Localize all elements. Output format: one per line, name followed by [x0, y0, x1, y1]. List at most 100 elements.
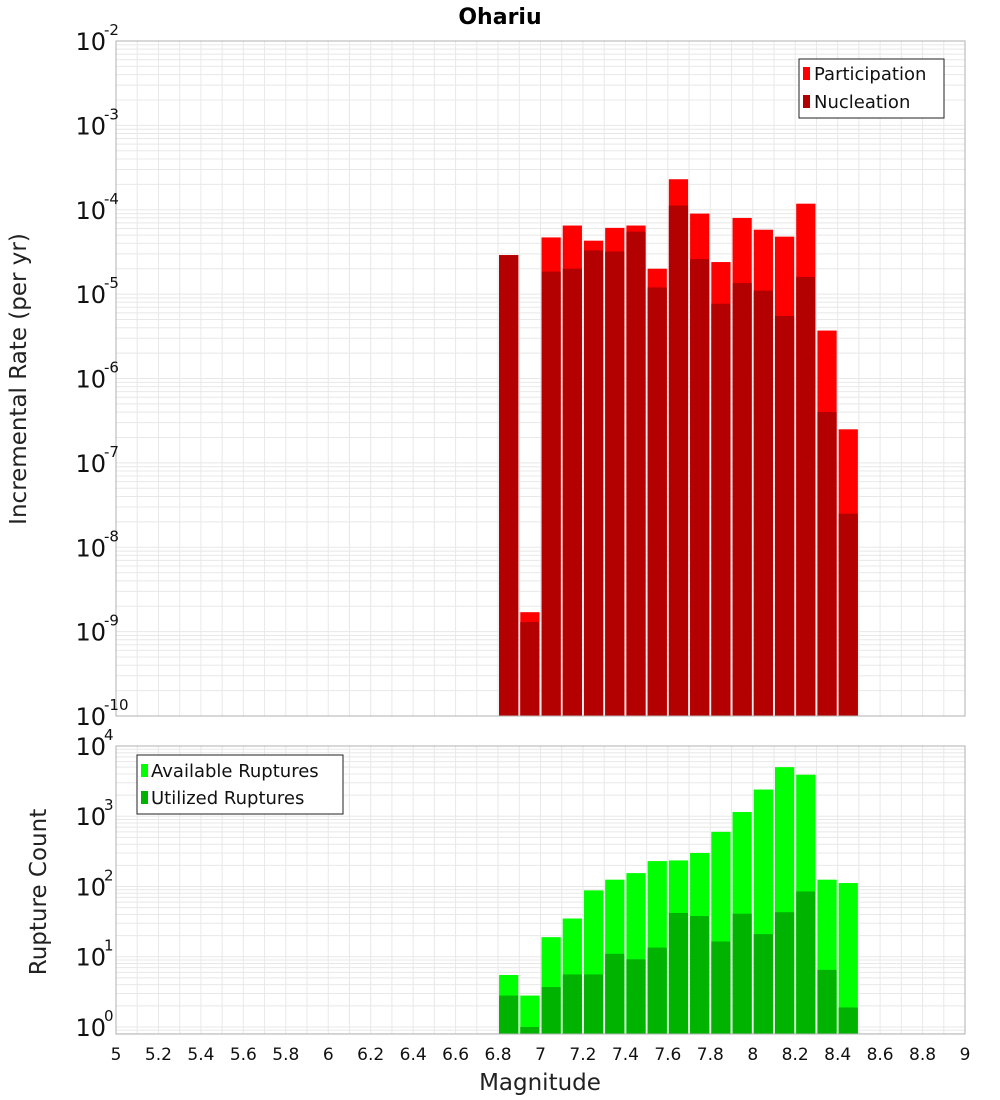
count-bar-utilized-ruptures [796, 891, 816, 1034]
rate-legend-box [798, 58, 945, 119]
rate-y-tick-base: 10 [75, 28, 106, 56]
count-bar-available-ruptures [838, 883, 858, 1034]
x-tick-label: 6 [323, 1045, 334, 1065]
rate-y-tick-exponent: -10 [104, 696, 129, 714]
x-axis-ticks: 5 5.2 5.4 5.6 5.8 6 6.2 6.4 6.6 6.8 7 7.2 7.4 7.6 7.8 8… [111, 1045, 971, 1065]
x-tick-label: 9 [960, 1045, 971, 1065]
rate-y-tick-exponent: -7 [104, 443, 119, 461]
x-tick-label: 8.6 [867, 1045, 894, 1065]
legend-utilized: Utilized Ruptures [151, 788, 304, 809]
count-y-tick-exponent: 2 [104, 866, 114, 884]
count-y-tick-exponent: 0 [104, 1007, 114, 1025]
x-tick-label: 5.6 [230, 1045, 257, 1065]
count-bar-utilized-ruptures [711, 941, 731, 1034]
participation-swatch [803, 67, 810, 80]
count-legend-box [136, 754, 344, 815]
count-plot-frame [115, 745, 966, 1035]
count-bar-utilized-ruptures [647, 947, 667, 1034]
nucleation-swatch [803, 95, 810, 108]
rate-plot-bars [499, 179, 858, 717]
rate-plot-grid [115, 41, 966, 717]
x-tick-label: 7.4 [612, 1045, 639, 1065]
count-bar-utilized-ruptures [817, 969, 837, 1034]
rate-y-tick-exponent: -5 [104, 274, 119, 292]
rate-bar-nucleation [541, 271, 561, 716]
rate-y-axis-ticks: 10-210-310-410-510-610-710-810-910-10 [75, 21, 128, 731]
x-tick-label: 8.8 [909, 1045, 936, 1065]
rate-y-tick-base: 10 [75, 112, 106, 140]
rate-bar-nucleation [605, 251, 625, 716]
count-bar-utilized-ruptures [838, 1007, 858, 1034]
rate-bar-nucleation [817, 412, 837, 716]
x-tick-label: 8.4 [824, 1045, 851, 1065]
available-swatch [141, 764, 148, 777]
rate-y-tick-base: 10 [75, 534, 106, 562]
x-tick-label: 6.8 [485, 1045, 512, 1065]
rate-y-tick-base: 10 [75, 366, 106, 394]
count-bar-utilized-ruptures [562, 974, 582, 1034]
x-tick-label: 5.2 [145, 1045, 172, 1065]
chart-title: Ohariu [458, 5, 541, 30]
rate-y-tick-exponent: -8 [104, 527, 119, 545]
rate-y-tick-exponent: -4 [104, 190, 119, 208]
rate-bar-nucleation [499, 255, 519, 716]
rate-y-tick-base: 10 [75, 281, 106, 309]
rate-bar-nucleation [838, 513, 858, 716]
x-tick-label: 5.4 [187, 1045, 214, 1065]
count-y-tick-base: 10 [75, 803, 106, 831]
x-tick-label: 7.2 [569, 1045, 596, 1065]
count-y-tick-base: 10 [75, 873, 106, 901]
rate-y-tick-base: 10 [75, 450, 106, 478]
x-tick-label: 6.4 [400, 1045, 427, 1065]
count-y-tick-exponent: 4 [104, 726, 114, 744]
rate-bar-nucleation [732, 283, 752, 716]
rate-y-tick-base: 10 [75, 703, 106, 731]
x-tick-label: 7.8 [697, 1045, 724, 1065]
rate-y-axis-label: Incremental Rate (per yr) [6, 233, 32, 525]
count-bar-utilized-ruptures [774, 912, 795, 1034]
rate-y-tick-exponent: -2 [104, 21, 119, 39]
count-bar-utilized-ruptures [626, 959, 646, 1034]
legend-available: Available Ruptures [151, 761, 319, 782]
count-bar-utilized-ruptures [541, 987, 561, 1034]
x-tick-label: 7 [535, 1045, 546, 1065]
rate-y-tick-exponent: -6 [104, 359, 119, 377]
rate-bar-nucleation [753, 290, 773, 716]
x-tick-label: 6.6 [442, 1045, 469, 1065]
count-y-tick-exponent: 1 [104, 937, 114, 955]
count-y-tick-base: 10 [75, 1014, 106, 1042]
rate-bar-nucleation [796, 276, 816, 716]
x-tick-label: 5.8 [272, 1045, 299, 1065]
count-bar-utilized-ruptures [753, 934, 773, 1034]
count-bar-utilized-ruptures [668, 912, 689, 1034]
rate-y-tick-base: 10 [75, 619, 106, 647]
rate-bar-nucleation [711, 303, 731, 716]
legend-participation: Participation [814, 64, 926, 85]
rate-bar-nucleation [647, 287, 667, 716]
x-tick-label: 7.6 [654, 1045, 681, 1065]
rate-bar-nucleation [562, 268, 582, 716]
count-bar-utilized-ruptures [690, 916, 710, 1034]
rate-bar-nucleation [626, 231, 646, 716]
rate-y-tick-base: 10 [75, 197, 106, 225]
rate-bar-nucleation [583, 250, 604, 717]
x-tick-label: 6.2 [357, 1045, 384, 1065]
count-y-tick-exponent: 3 [104, 796, 114, 814]
rate-legend: Participation Nucleation [798, 58, 945, 119]
count-y-axis-label: Rupture Count [26, 809, 52, 975]
x-axis-label: Magnitude [479, 1070, 601, 1096]
utilized-swatch [141, 791, 148, 804]
count-plot-bars [499, 767, 858, 1034]
count-legend: Available Ruptures Utilized Ruptures [136, 754, 344, 815]
count-bar-available-ruptures [520, 995, 540, 1034]
count-y-tick-base: 10 [75, 944, 106, 972]
rate-y-tick-exponent: -3 [104, 105, 119, 123]
count-y-tick-base: 10 [75, 733, 106, 761]
count-bar-utilized-ruptures [605, 953, 625, 1034]
x-tick-label: 8.2 [782, 1045, 809, 1065]
count-bar-utilized-ruptures [732, 913, 752, 1034]
rate-bar-nucleation [774, 316, 795, 716]
rate-bar-nucleation [668, 205, 689, 716]
